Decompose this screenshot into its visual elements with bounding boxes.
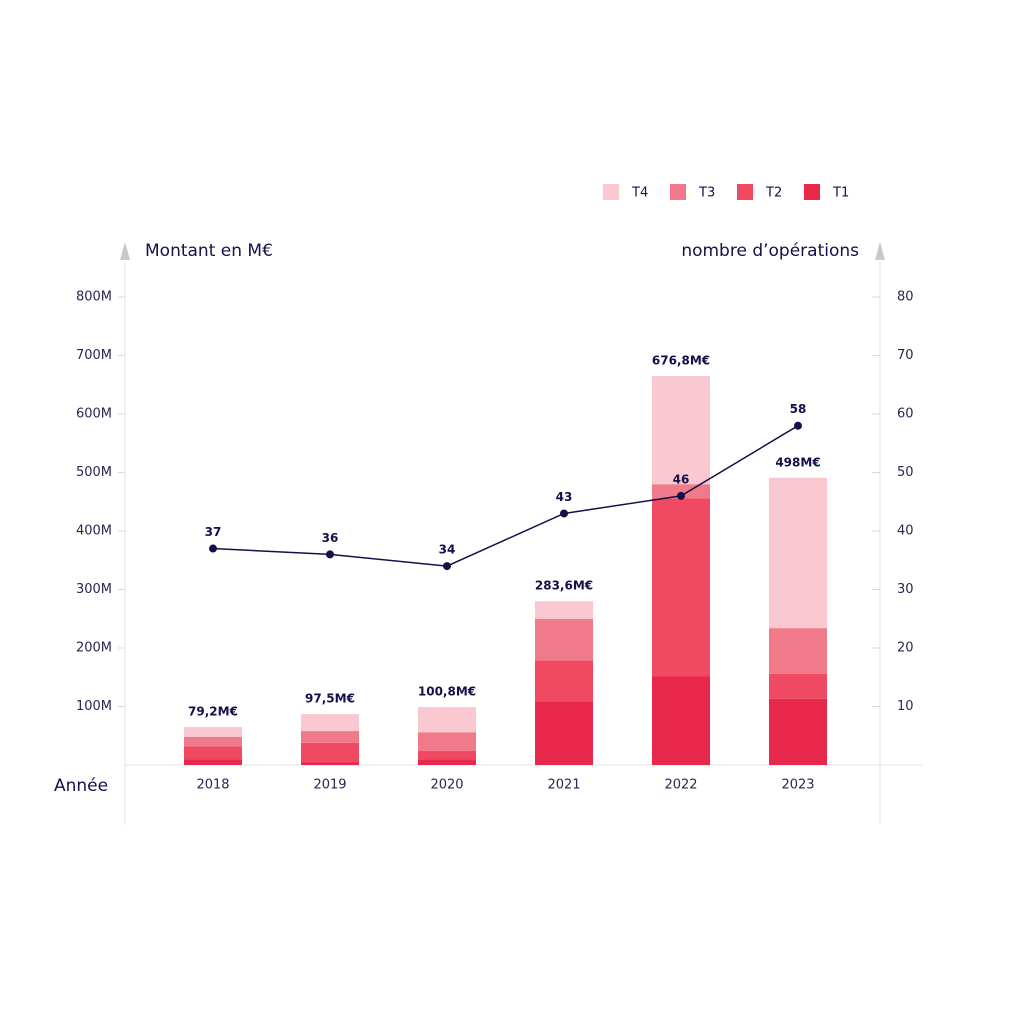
x-tick-label: 2020 — [430, 778, 463, 793]
bar-segment — [301, 742, 359, 763]
legend-label: T4 — [631, 186, 648, 201]
bar-segment — [184, 759, 242, 765]
y2-tick-label: 20 — [897, 641, 914, 656]
data-label: 58 — [790, 402, 807, 416]
y-tick-label: 100M — [76, 699, 112, 714]
data-label: 34 — [439, 543, 456, 557]
x-tick-label: 2019 — [313, 778, 346, 793]
y-axis-label: Montant en M€ — [145, 241, 273, 261]
line-marker — [677, 491, 685, 500]
bar-segment — [418, 732, 476, 751]
y-tick-label: 500M — [76, 465, 112, 480]
total-label: 676,8M€ — [652, 353, 710, 367]
bar-segment — [184, 746, 242, 760]
legend-label: T3 — [698, 186, 715, 201]
legend-swatch — [737, 184, 753, 200]
y2-tick-label: 40 — [897, 524, 914, 539]
y2-tick-label: 10 — [897, 699, 914, 714]
bar-segment — [769, 673, 827, 699]
legend-swatch — [804, 184, 820, 200]
bar-segment — [418, 707, 476, 733]
y-tick-label: 700M — [76, 348, 112, 363]
total-label: 498M€ — [775, 455, 820, 469]
axis-arrow — [875, 242, 885, 260]
bar-segment — [769, 698, 827, 765]
data-label: 37 — [205, 525, 222, 539]
y-tick-label: 600M — [76, 407, 112, 422]
x-axis-label: Année — [54, 776, 108, 796]
y-tick-label: 400M — [76, 524, 112, 539]
bar-segment — [184, 736, 242, 747]
bar-segment — [652, 676, 710, 765]
bar-segment — [652, 498, 710, 677]
data-label: 46 — [673, 472, 690, 486]
x-tick-label: 2022 — [664, 778, 697, 793]
y2-tick-label: 80 — [897, 290, 914, 305]
y2-tick-label: 30 — [897, 582, 914, 597]
x-tick-label: 2021 — [547, 778, 580, 793]
bar-segment — [535, 618, 593, 661]
y-tick-label: 800M — [76, 290, 112, 305]
legend-swatch — [670, 184, 686, 200]
bar-segment — [301, 762, 359, 765]
line-marker — [794, 421, 802, 430]
y-tick-label: 300M — [76, 582, 112, 597]
y2-axis-label: nombre d’opérations — [681, 241, 859, 261]
total-label: 100,8M€ — [418, 685, 476, 699]
bar-segment — [535, 601, 593, 619]
bar-segment — [535, 701, 593, 765]
bar-segment — [535, 660, 593, 702]
bar-segment — [769, 477, 827, 629]
bar-segment — [652, 375, 710, 485]
legend-label: T2 — [765, 186, 782, 201]
bar-segment — [301, 731, 359, 743]
line-marker — [443, 562, 451, 571]
data-label: 43 — [556, 490, 573, 504]
bar-segment — [418, 759, 476, 765]
line-marker — [326, 550, 334, 559]
line-marker — [560, 509, 568, 518]
total-label: 97,5M€ — [305, 692, 355, 706]
legend-swatch — [603, 184, 619, 200]
y2-tick-label: 60 — [897, 407, 914, 422]
y2-tick-label: 50 — [897, 465, 914, 480]
x-tick-label: 2023 — [781, 778, 814, 793]
axis-arrow — [120, 242, 130, 260]
line — [212, 425, 799, 567]
legend-label: T1 — [832, 186, 849, 201]
x-tick-label: 2018 — [196, 778, 229, 793]
bar-segment — [184, 726, 242, 737]
data-label: 36 — [322, 531, 339, 545]
y-tick-label: 200M — [76, 641, 112, 656]
bar-segment — [418, 750, 476, 760]
y2-tick-label: 70 — [897, 348, 914, 363]
total-label: 79,2M€ — [188, 704, 238, 718]
bar-segment — [301, 714, 359, 732]
line-marker — [209, 544, 217, 553]
bar-segment — [769, 628, 827, 674]
total-label: 283,6M€ — [535, 579, 593, 593]
